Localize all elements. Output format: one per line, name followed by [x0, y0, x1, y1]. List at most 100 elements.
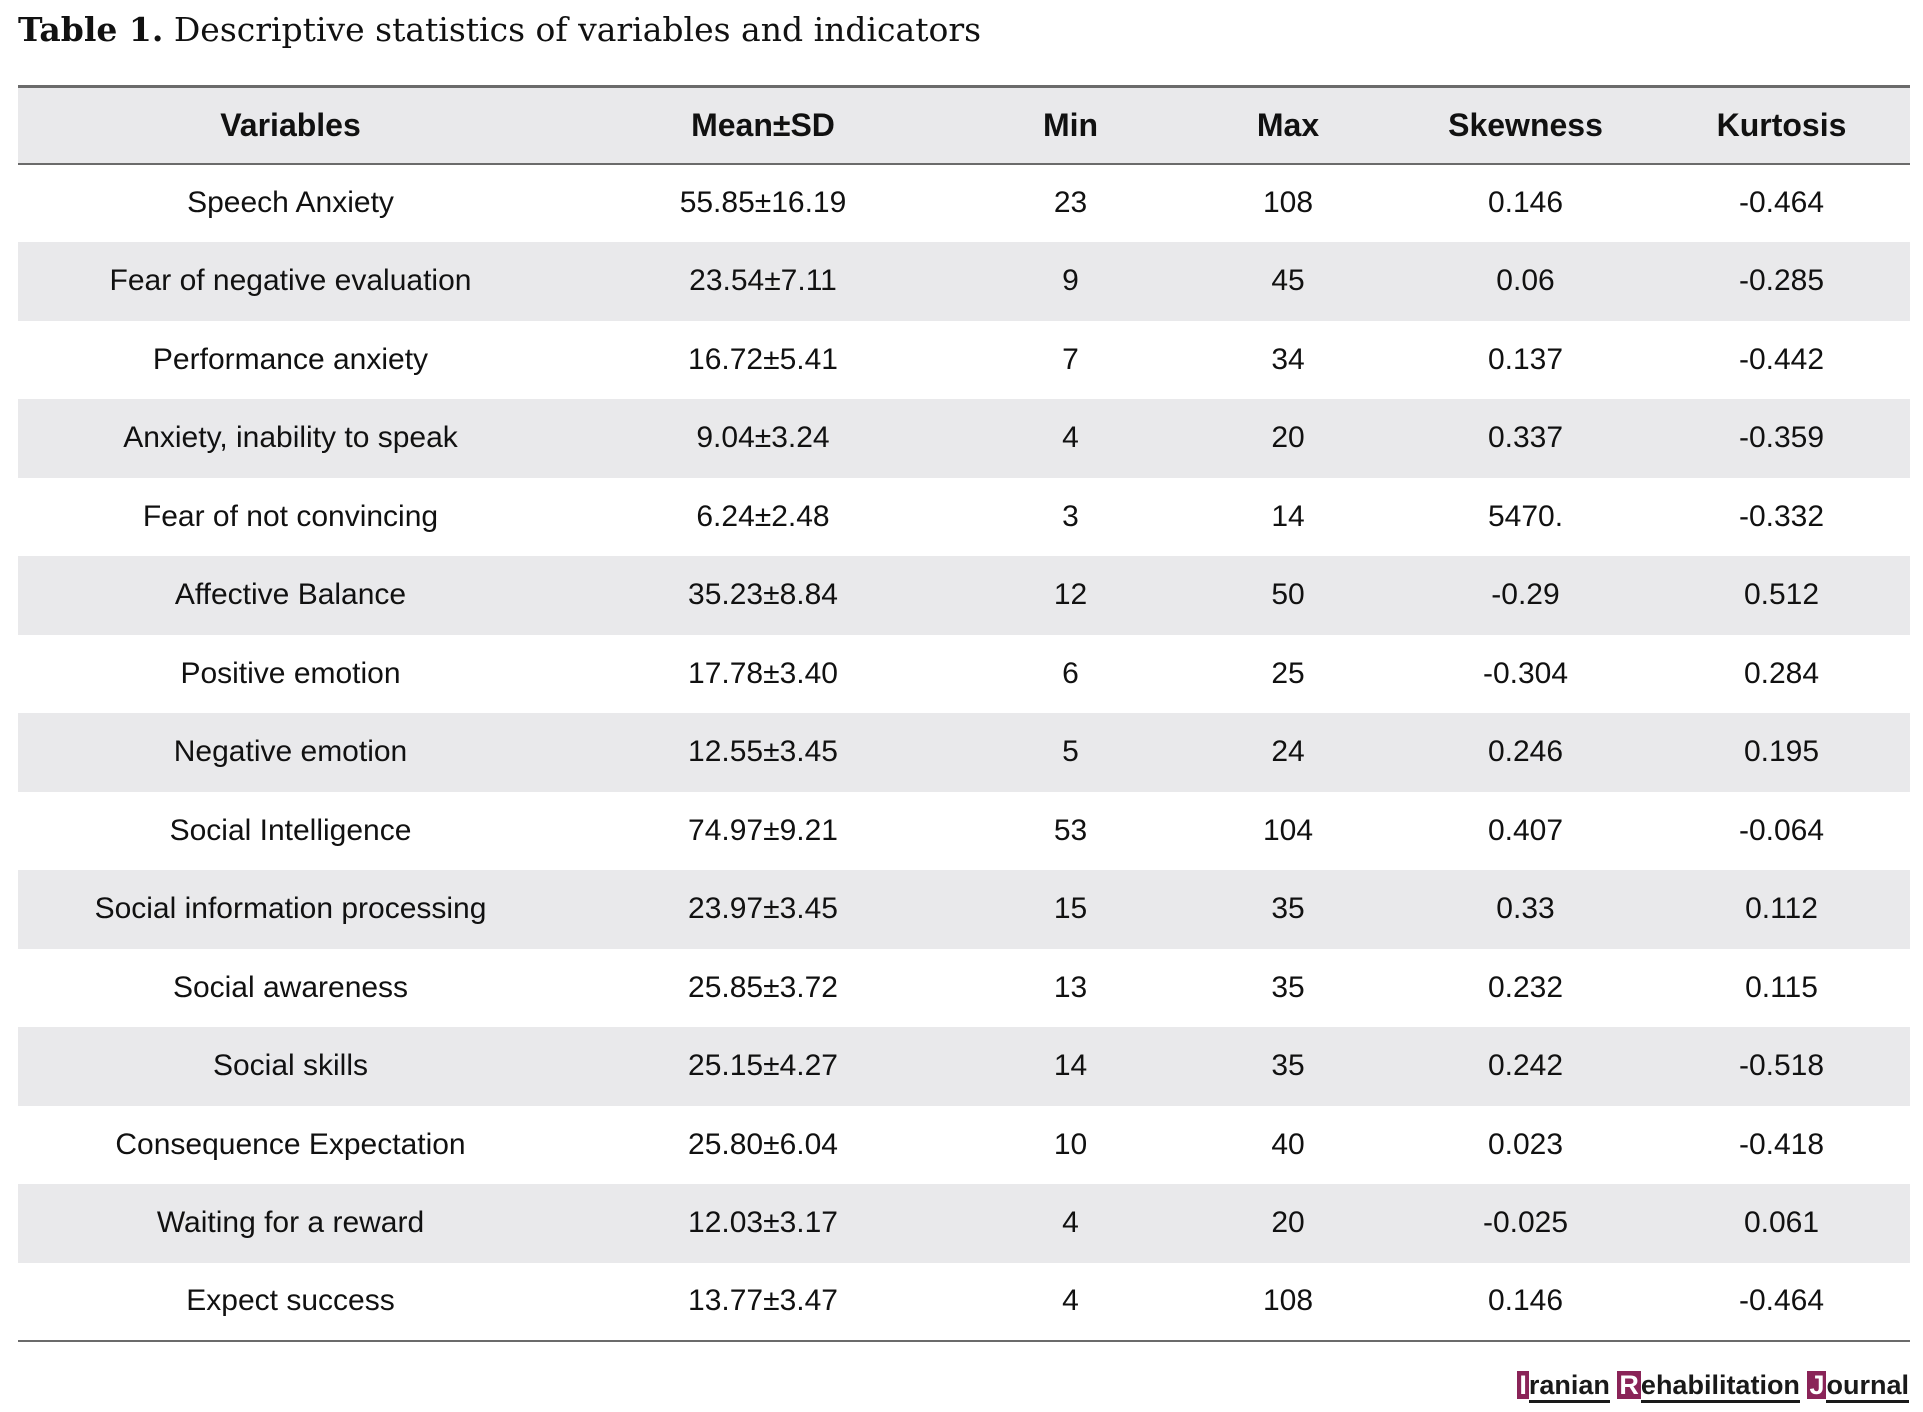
cell-kurtosis: -0.464 — [1653, 1262, 1910, 1342]
cell-skewness: 0.06 — [1496, 264, 1555, 298]
cell-kurtosis: 0.112 — [1745, 892, 1818, 926]
cell-skewness: -0.29 — [1491, 578, 1560, 612]
cell-skewness: 0.337 — [1487, 421, 1564, 455]
cell-variable: Social Intelligence — [169, 813, 412, 847]
cell-skewness: -0.025 — [1482, 1206, 1569, 1240]
caption-label: Table 1. — [18, 10, 164, 49]
cell-max: 45 — [1271, 264, 1305, 298]
cell-variable: Social skills — [212, 1049, 369, 1083]
cell-kurtosis: -0.064 — [1738, 813, 1825, 847]
cell-min: 4 — [1062, 1206, 1079, 1240]
cell-min: 53 — [1053, 813, 1088, 847]
cell-mean-sd: 25.15±4.27 — [688, 1049, 838, 1083]
cell-max: 25 — [1271, 656, 1305, 690]
descriptive-statistics-table: Variables Mean±SD Min Max Skewness Kurto… — [18, 85, 1910, 1342]
table-row: Affective Balance 35.23±8.84 12 50 -0.29 0.51… — [18, 556, 1910, 635]
cell-skewness: 5470. — [1487, 499, 1564, 533]
journal-word-ehabilitation: ehabilitation — [1640, 1370, 1800, 1403]
cell-max: 35 — [1271, 1049, 1305, 1083]
cell-mean-sd: 12.55±3.45 — [688, 735, 838, 769]
cell-mean-sd: 23.54±7.11 — [689, 264, 837, 298]
table-row: Fear of not convincing 6.24±2.48 3 14 5470. -… — [18, 477, 1910, 556]
table-row: Social information processing 23.97±3.45 1… — [18, 870, 1910, 949]
table-row: Fear of negative evaluation 23.54±7.11 9 45… — [18, 242, 1910, 321]
cell-min: 13 — [1053, 970, 1088, 1004]
cell-skewness: 0.242 — [1487, 1049, 1564, 1083]
cell-mean-sd: 55.85±16.19 — [679, 186, 847, 220]
cell-kurtosis: 0.195 — [1743, 735, 1820, 769]
cell-max: 35 — [1271, 892, 1305, 926]
cell-mean-sd: 12.03±3.17 — [688, 1206, 838, 1240]
journal-initial-r: R — [1617, 1370, 1641, 1400]
cell-kurtosis: -0.332 — [1738, 499, 1825, 533]
cell-min: 7 — [1062, 342, 1079, 376]
table-row: Social awareness 25.85±3.72 13 35 0.232 0.115 — [18, 948, 1910, 1027]
cell-skewness: 0.137 — [1487, 342, 1564, 376]
table-row: Anxiety, inability to speak 9.04±3.24 4 20 0… — [18, 399, 1910, 478]
cell-min: 9 — [1062, 264, 1079, 298]
cell-max: 108 — [1178, 1262, 1398, 1342]
cell-kurtosis: -0.418 — [1738, 1127, 1825, 1161]
cell-variable: Speech Anxiety — [187, 186, 394, 220]
cell-variable: Social information processing — [94, 892, 487, 926]
cell-kurtosis: 0.061 — [1743, 1206, 1820, 1240]
cell-min: 12 — [1053, 578, 1088, 612]
cell-variable: Positive emotion — [180, 656, 401, 690]
cell-kurtosis: -0.359 — [1738, 421, 1825, 455]
journal-initial-i: I — [1517, 1370, 1529, 1400]
table-row: Speech Anxiety 55.85±16.19 23 108 0.146 -0.46… — [18, 163, 1910, 242]
cell-variable: Negative emotion — [173, 735, 408, 769]
header-kurtosis: Kurtosis — [1653, 85, 1910, 165]
cell-max: 108 — [1262, 186, 1314, 220]
cell-mean-sd: 25.85±3.72 — [688, 970, 838, 1004]
cell-max: 50 — [1271, 578, 1305, 612]
cell-mean-sd: 16.72±5.41 — [688, 342, 838, 376]
table-row: Expect success 13.77±3.47 4 108 0.146 -0.464 — [18, 1262, 1910, 1342]
cell-mean-sd: 23.97±3.45 — [688, 892, 838, 926]
cell-min: 4 — [1062, 421, 1079, 455]
table-row: Negative emotion 12.55±3.45 5 24 0.246 0.195 — [18, 713, 1910, 792]
cell-variable: Affective Balance — [174, 578, 407, 612]
cell-kurtosis: 0.115 — [1745, 970, 1818, 1004]
caption-text: Descriptive statistics of variables and … — [173, 10, 982, 49]
cell-min: 4 — [963, 1262, 1178, 1342]
cell-mean-sd: 74.97±9.21 — [688, 813, 838, 847]
cell-min: 23 — [1053, 186, 1088, 220]
cell-mean-sd: 25.80±6.04 — [688, 1127, 838, 1161]
cell-skewness: 0.407 — [1487, 813, 1564, 847]
journal-word-ranian: ranian — [1528, 1370, 1610, 1403]
cell-skewness: 0.023 — [1487, 1127, 1564, 1161]
cell-max: 20 — [1271, 421, 1305, 455]
cell-min: 14 — [1053, 1049, 1088, 1083]
journal-logo: Iranian Rehabilitation Journal — [1517, 1370, 1909, 1403]
cell-variable: Expect success — [18, 1262, 563, 1342]
header-min: Min — [963, 85, 1178, 165]
cell-min: 10 — [1053, 1127, 1088, 1161]
cell-min: 3 — [1062, 499, 1079, 533]
cell-max: 14 — [1271, 499, 1305, 533]
cell-skewness: 0.33 — [1496, 892, 1555, 926]
header-max: Max — [1178, 85, 1398, 165]
cell-max: 20 — [1271, 1206, 1305, 1240]
cell-variable: Anxiety, inability to speak — [123, 421, 458, 455]
cell-min: 5 — [1062, 735, 1079, 769]
cell-max: 24 — [1271, 735, 1305, 769]
cell-mean-sd: 13.77±3.47 — [563, 1262, 963, 1342]
cell-variable: Performance anxiety — [152, 342, 429, 376]
cell-variable: Fear of negative evaluation — [109, 264, 472, 298]
header-skewness: Skewness — [1398, 85, 1653, 165]
cell-mean-sd: 9.04±3.24 — [696, 421, 830, 455]
cell-kurtosis: -0.464 — [1738, 186, 1825, 220]
cell-variable: Social awareness — [172, 970, 409, 1004]
table-row: Consequence Expectation 25.80±6.04 10 40 0.0… — [18, 1105, 1910, 1184]
cell-mean-sd: 35.23±8.84 — [688, 578, 838, 612]
cell-min: 6 — [1062, 656, 1079, 690]
cell-kurtosis: -0.285 — [1738, 264, 1825, 298]
cell-max: 35 — [1271, 970, 1305, 1004]
cell-mean-sd: 17.78±3.40 — [688, 656, 838, 690]
journal-initial-j: J — [1807, 1370, 1827, 1400]
cell-kurtosis: -0.442 — [1738, 342, 1825, 376]
cell-kurtosis: 0.284 — [1743, 656, 1820, 690]
cell-skewness: 0.232 — [1487, 970, 1564, 1004]
cell-max: 34 — [1271, 342, 1305, 376]
